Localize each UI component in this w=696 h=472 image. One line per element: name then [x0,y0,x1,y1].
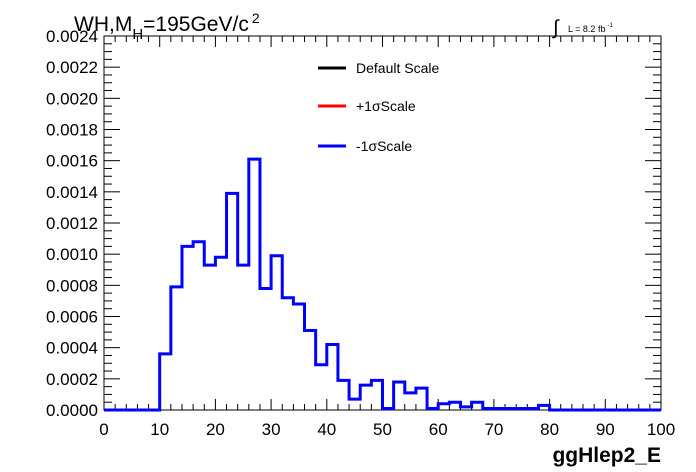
plot-title-superscript: 2 [252,10,260,26]
legend-label-plus1sigma: +1σScale [356,98,416,114]
legend: Default Scale +1σScale -1σScale [318,60,439,154]
y-tick-label: 0.0010 [46,245,98,264]
series-group [104,157,661,412]
histogram-series [104,157,661,412]
x-tick-label: 0 [99,420,108,439]
legend-label-default: Default Scale [356,60,439,76]
x-tick-label: 10 [150,420,169,439]
y-tick-label: 0.0020 [46,89,98,108]
x-axis-title: ggHlep2_E [552,444,661,467]
x-tick-label: 80 [540,420,559,439]
y-tick-label: 0.0014 [46,183,98,202]
y-tick-label: 0.0000 [46,401,98,420]
x-tick-label: 40 [317,420,336,439]
integral-symbol: ∫ [552,17,560,39]
y-tick-label: 0.0004 [46,339,98,358]
y-tick-label: 0.0016 [46,152,98,171]
x-tick-label: 90 [596,420,615,439]
x-tick-label: 20 [206,420,225,439]
legend-label-minus1sigma: -1σScale [356,138,412,154]
x-tick-label: 100 [647,420,675,439]
x-tick-label: 70 [484,420,503,439]
y-tick-label: 0.0018 [46,121,98,140]
x-tick-label: 50 [373,420,392,439]
y-tick-label: 0.0006 [46,308,98,327]
y-tick-label: 0.0022 [46,58,98,77]
y-tick-label: 0.0008 [46,276,98,295]
x-tick-label: 30 [262,420,281,439]
x-tick-label: 60 [429,420,448,439]
y-axis: 0.0000 0.0002 0.0004 0.0006 0.0008 0.0010 0.00… [46,27,661,420]
plot-frame [103,35,662,411]
y-tick-label: 0.0024 [46,27,98,46]
plot-title: WH,MH=195GeV/c 2 [74,10,260,43]
y-tick-label: 0.0002 [46,370,98,389]
plot-title-subscript: H [132,26,143,43]
x-axis: 0 10 20 30 40 50 60 70 80 90 100 [99,36,675,439]
y-tick-label: 0.0012 [46,214,98,233]
luminosity-label: L = 8.2 fb -1 [568,23,613,34]
